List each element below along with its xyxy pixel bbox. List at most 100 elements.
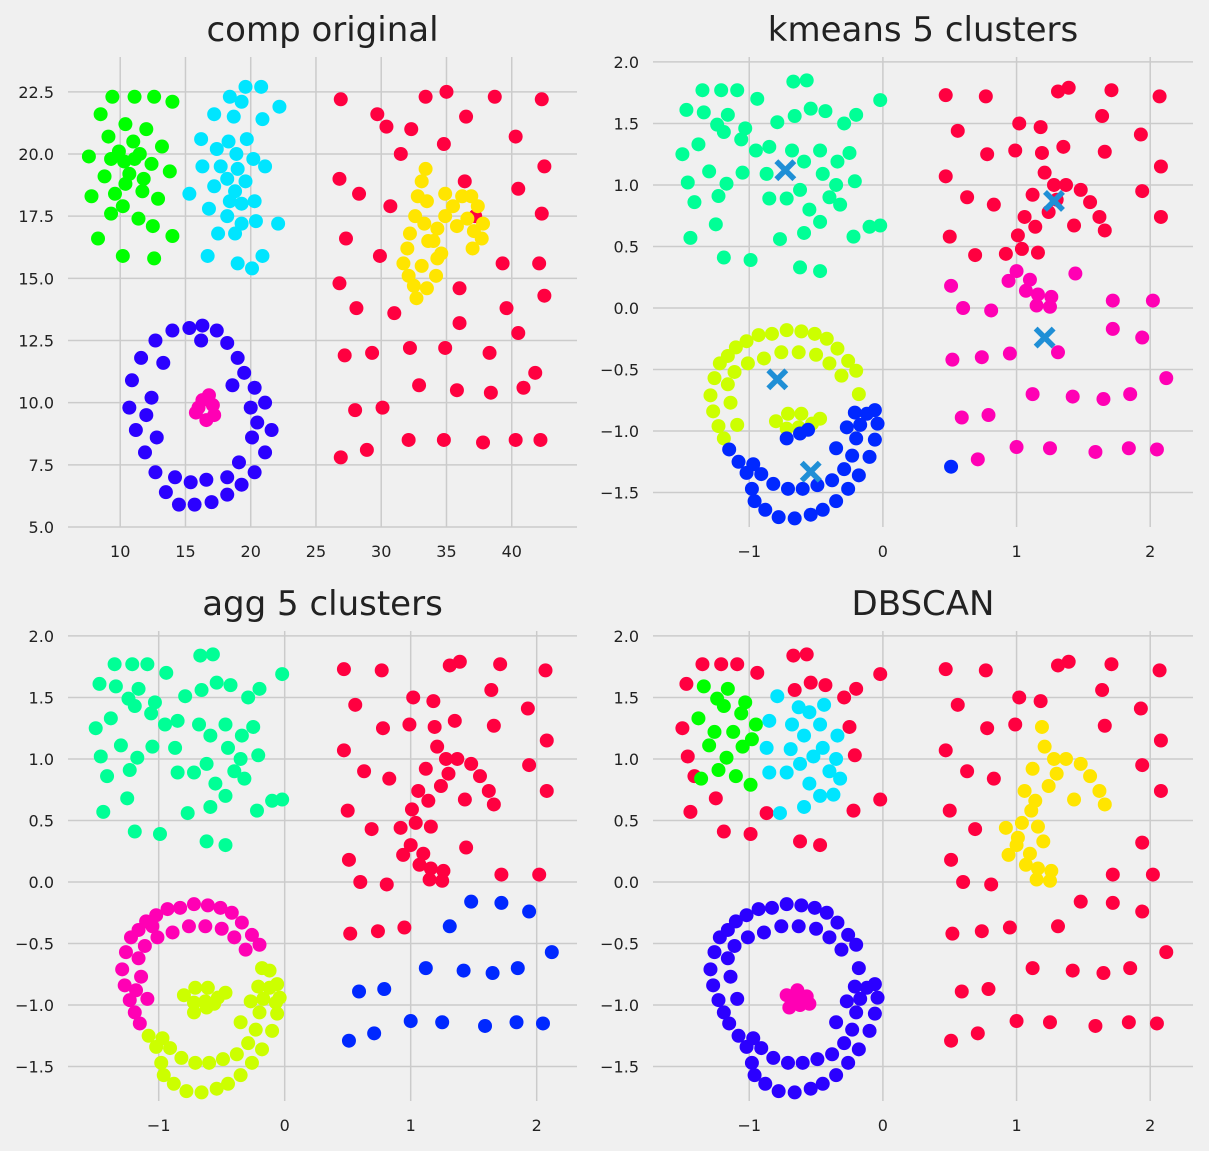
data-point [944, 278, 959, 293]
data-point [364, 822, 379, 837]
data-point [120, 791, 135, 806]
cluster-group [115, 897, 267, 1031]
data-point [511, 326, 526, 341]
data-point [459, 840, 474, 855]
data-point [813, 214, 828, 229]
data-point [1018, 283, 1033, 298]
data-point [791, 345, 806, 360]
data-point [703, 962, 718, 977]
data-point [1153, 159, 1168, 174]
data-point [258, 159, 273, 174]
data-point [84, 189, 99, 204]
data-point [841, 1055, 856, 1070]
data-point [851, 1042, 866, 1057]
data-point [787, 991, 802, 1006]
data-point [818, 678, 833, 693]
data-point [134, 969, 149, 984]
data-point [1010, 830, 1025, 845]
data-point [675, 147, 690, 162]
data-point [1153, 209, 1168, 224]
data-point [136, 171, 151, 186]
data-point [706, 404, 721, 419]
data-point [708, 791, 723, 806]
cluster-group [703, 897, 885, 1100]
data-point [751, 902, 766, 917]
data-point [1149, 1016, 1164, 1031]
data-point [1001, 273, 1016, 288]
data-point [722, 1016, 737, 1031]
data-point [1009, 1014, 1024, 1029]
data-point [751, 328, 766, 343]
data-point [138, 445, 153, 460]
data-point [786, 74, 801, 89]
data-point [998, 820, 1013, 835]
data-point [508, 129, 523, 144]
data-point [846, 803, 861, 818]
data-point [851, 961, 866, 976]
data-point [272, 99, 287, 114]
data-point [96, 804, 111, 819]
data-point [418, 89, 433, 104]
data-point [495, 256, 510, 271]
data-point [239, 132, 254, 147]
y-tick-label: −0.5 [600, 361, 639, 380]
data-point [744, 481, 759, 496]
data-point [151, 191, 166, 206]
data-point [421, 793, 436, 808]
data-point [482, 345, 497, 360]
data-point [246, 151, 261, 166]
subplot-4: −1 0 1 2 −1.5 −1.0 −0.5 0.0 0.5 1.0 1.5 2.0 DBSCAN [600, 584, 1193, 1135]
data-point [333, 450, 348, 465]
data-point [159, 665, 174, 680]
data-point [225, 378, 240, 393]
data-point [436, 137, 451, 152]
data-point [198, 919, 213, 934]
data-point [738, 121, 753, 136]
data-point [336, 743, 351, 758]
data-point [113, 738, 128, 753]
data-point [683, 804, 698, 819]
x-tick-label: 2 [1145, 1116, 1155, 1135]
data-point [88, 721, 103, 736]
data-point [797, 225, 812, 240]
data-point [679, 676, 694, 691]
data-point [738, 695, 753, 710]
data-point [234, 915, 249, 930]
data-point [714, 83, 729, 98]
data-point [176, 988, 191, 1003]
data-point [115, 962, 130, 977]
data-point [727, 364, 742, 379]
data-point [218, 717, 233, 732]
data-point [1025, 961, 1040, 976]
data-point [862, 219, 877, 234]
data-point [954, 410, 969, 425]
data-point [687, 195, 702, 210]
data-point [938, 88, 953, 103]
data-point [230, 256, 245, 271]
data-point [200, 248, 215, 263]
data-point [252, 1005, 267, 1020]
data-point [834, 942, 849, 957]
data-point [393, 820, 408, 835]
data-point [423, 819, 438, 834]
data-point [241, 1036, 256, 1051]
data-point [793, 182, 808, 197]
y-tick-label: 10.0 [18, 394, 54, 413]
data-point [265, 1023, 280, 1038]
data-point [522, 904, 537, 919]
data-point [1097, 797, 1112, 812]
data-point [968, 248, 983, 263]
data-point [771, 1084, 786, 1099]
data-point [132, 1016, 147, 1031]
data-point [695, 657, 710, 672]
data-point [396, 847, 411, 862]
data-point [945, 926, 960, 941]
data-point [743, 777, 758, 792]
data-point [1095, 683, 1110, 698]
data-point [779, 431, 794, 446]
data-point [740, 356, 755, 371]
data-point [137, 938, 152, 953]
data-point [207, 107, 222, 122]
data-point [149, 430, 164, 445]
data-point [155, 1031, 170, 1046]
